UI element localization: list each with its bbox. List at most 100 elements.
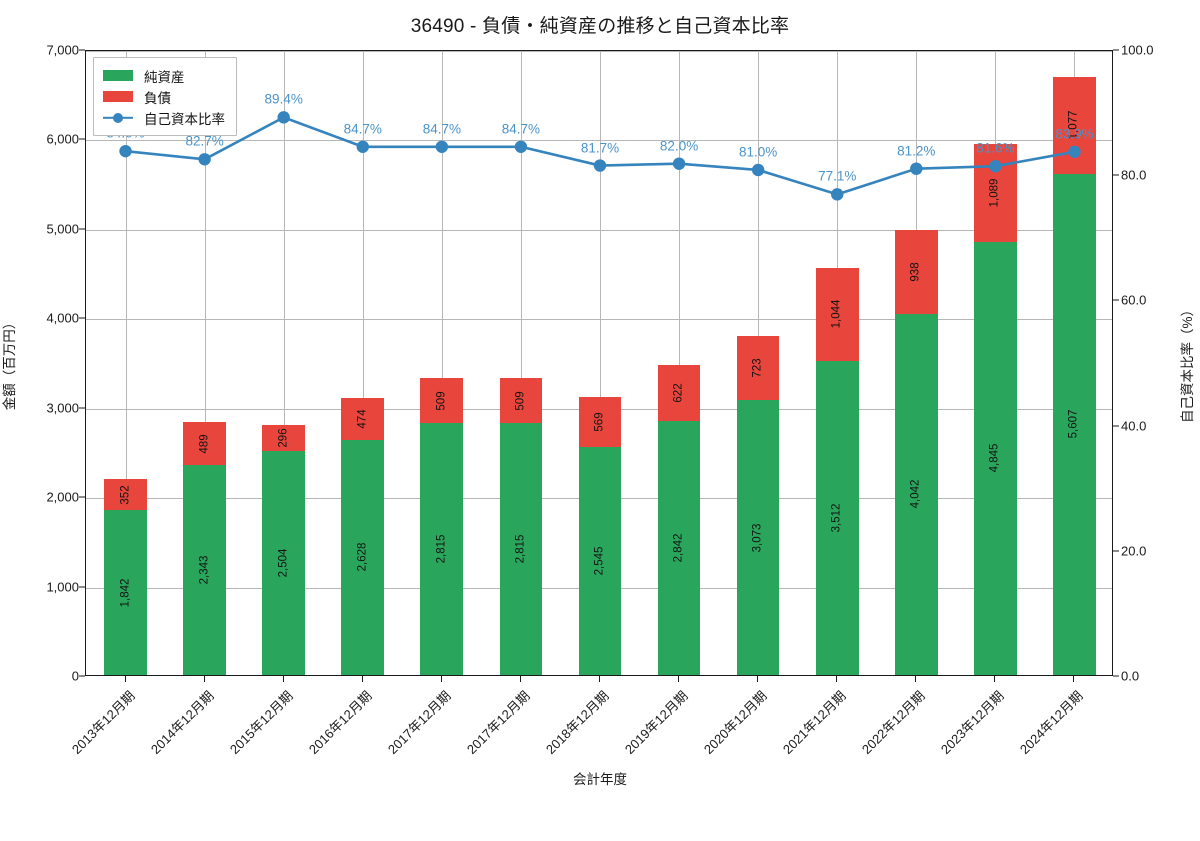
bar-group[interactable]: 3,073 723	[736, 51, 780, 675]
x-axis-tick-label: 2023年12月期	[938, 688, 1008, 757]
ratio-data-point[interactable]	[593, 159, 607, 172]
chart-legend[interactable]: 純資産 負債 自己資本比率	[93, 57, 237, 136]
gridline-vertical	[126, 51, 127, 675]
y-axis-tick-mark-left	[79, 49, 85, 51]
y-axis-tick-left: 0	[71, 668, 79, 684]
y-axis-tick-left: 7,000	[46, 42, 79, 58]
chart-figure: 36490 - 負債・純資産の推移と自己資本比率 金額（百万円） 自己資本比率（…	[0, 0, 1200, 800]
bar-segment-liability[interactable]: 489	[183, 421, 226, 466]
legend-label-equity-ratio: 自己資本比率	[144, 111, 225, 127]
bar-segment-equity[interactable]: 2,628	[341, 439, 385, 675]
y-axis-tick-mark-left	[79, 138, 85, 140]
bar-group[interactable]: 5,607 1,077	[1053, 51, 1096, 675]
bar-segment-liability[interactable]: 509	[420, 377, 464, 424]
ratio-data-point[interactable]	[831, 188, 844, 201]
x-axis-tick-mark	[757, 676, 758, 682]
bar-segment-equity[interactable]: 2,343	[183, 465, 226, 675]
bar-segment-equity[interactable]: 3,073	[736, 400, 780, 675]
bar-segment-liability[interactable]: 474	[341, 397, 385, 440]
bar-group[interactable]: 3,512 1,044	[815, 51, 859, 675]
bar-segment-liability[interactable]: 569	[578, 396, 622, 448]
y-axis-tick-left: 5,000	[46, 221, 79, 237]
gridline-horizontal	[86, 319, 1112, 321]
y-axis-tick-right: 80.0	[1121, 167, 1147, 183]
ratio-data-point[interactable]	[910, 162, 923, 175]
gridline-vertical	[363, 51, 364, 675]
bar-group[interactable]: 2,343 489	[183, 51, 226, 675]
ratio-data-point[interactable]	[119, 144, 132, 158]
bar-segment-equity[interactable]: 2,815	[499, 423, 543, 675]
y-axis-tick-mark-right	[1113, 49, 1119, 51]
bar-segment-equity[interactable]: 2,504	[262, 451, 306, 675]
bar-segment-equity[interactable]: 4,845	[974, 241, 1017, 675]
gridline-vertical	[679, 51, 680, 675]
bar-segment-equity[interactable]: 4,042	[894, 313, 938, 675]
bar-segment-equity[interactable]: 2,842	[657, 420, 701, 675]
bar-group[interactable]: 2,815 509	[420, 51, 464, 675]
legend-swatch-green-icon	[103, 70, 133, 81]
bar-group[interactable]: 2,628 474	[341, 51, 385, 675]
gridline-horizontal	[86, 229, 1112, 231]
legend-label-liability: 負債	[144, 90, 171, 106]
bar-segment-liability[interactable]: 1,044	[815, 267, 859, 361]
legend-item-liability[interactable]: 負債	[103, 86, 225, 107]
y-axis-tick-mark-left	[79, 407, 85, 409]
bar-segment-equity[interactable]: 2,815	[420, 423, 464, 675]
bar-segment-liability[interactable]: 723	[736, 335, 780, 401]
x-axis-tick-mark	[283, 676, 284, 682]
bar-segment-liability[interactable]: 509	[499, 377, 543, 424]
bar-segment-equity[interactable]: 2,545	[578, 447, 622, 675]
bar-segment-equity[interactable]: 1,842	[104, 510, 147, 675]
y-axis-tick-mark-left	[79, 228, 85, 230]
y-axis-tick-right: 60.0	[1121, 292, 1147, 308]
bar-segment-liability[interactable]: 296	[262, 424, 306, 452]
y-axis-tick-left: 3,000	[46, 400, 79, 416]
ratio-data-point[interactable]	[277, 111, 290, 124]
x-axis-tick-label: 2021年12月期	[780, 688, 849, 757]
legend-item-equity-ratio[interactable]: 自己資本比率	[103, 107, 225, 128]
y-axis-tick-mark-right	[1113, 550, 1119, 552]
x-axis-tick-label: 2016年12月期	[305, 688, 375, 757]
gridline-vertical	[600, 51, 601, 675]
x-axis-tick-label: 2017年12月期	[384, 688, 454, 757]
x-axis-tick-label: 2018年12月期	[542, 688, 612, 757]
ratio-data-point[interactable]	[435, 140, 449, 153]
bar-segment-equity[interactable]: 5,607	[1053, 173, 1096, 675]
ratio-data-point[interactable]	[672, 157, 686, 170]
y-axis-tick-mark-left	[79, 317, 85, 319]
x-axis-tick-mark	[599, 676, 600, 682]
y-axis-tick-mark-right	[1113, 299, 1119, 301]
y-axis-tick-mark-right	[1113, 675, 1119, 677]
bar-group[interactable]: 4,042 938	[894, 51, 938, 675]
ratio-data-point[interactable]	[198, 153, 211, 166]
gridline-vertical	[284, 51, 285, 675]
legend-item-equity[interactable]: 純資産	[103, 65, 225, 86]
y-axis-tick-right: 100.0	[1121, 42, 1154, 58]
x-axis-tick-mark	[520, 676, 521, 682]
bar-segment-liability[interactable]: 352	[104, 478, 147, 511]
bar-group[interactable]: 2,504 296	[262, 51, 306, 675]
x-axis-tick-mark	[836, 676, 837, 682]
ratio-data-point[interactable]	[356, 140, 369, 153]
bar-segment-liability[interactable]: 938	[894, 229, 938, 314]
ratio-data-point[interactable]	[751, 163, 765, 177]
ratio-data-point[interactable]	[989, 159, 1002, 173]
x-axis-tick-mark	[915, 676, 916, 682]
x-axis-label: 会計年度	[573, 772, 627, 787]
x-axis-tick-label: 2024年12月期	[1017, 688, 1087, 757]
bar-segment-equity[interactable]: 3,512	[815, 360, 859, 675]
y-axis-tick-mark-left	[79, 675, 85, 677]
bar-group[interactable]: 2,842 622	[657, 51, 701, 675]
ratio-data-point[interactable]	[514, 140, 528, 153]
y-axis-tick-right: 0.0	[1121, 668, 1140, 684]
ratio-data-point[interactable]	[1068, 145, 1081, 158]
bar-group[interactable]: 2,815 509	[499, 51, 543, 675]
x-axis-tick-mark	[125, 676, 126, 682]
bar-group[interactable]: 1,842 352	[104, 51, 147, 675]
x-axis-tick-label: 2019年12月期	[621, 688, 691, 757]
y-axis-tick-mark-right	[1113, 425, 1119, 427]
x-axis-tick-label: 2017年12月期	[463, 688, 533, 757]
bar-segment-liability[interactable]: 622	[657, 365, 701, 421]
bar-group[interactable]: 2,545 569	[578, 51, 622, 675]
y-axis-tick-right: 40.0	[1121, 418, 1147, 434]
